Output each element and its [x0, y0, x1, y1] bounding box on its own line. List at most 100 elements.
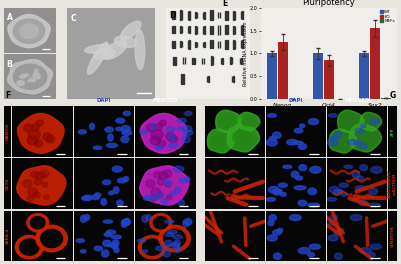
- Bar: [359, 54, 369, 99]
- Text: MERGED: MERGED: [344, 98, 370, 103]
- Polygon shape: [30, 217, 45, 229]
- Polygon shape: [82, 196, 89, 200]
- Polygon shape: [28, 130, 40, 140]
- Polygon shape: [175, 248, 180, 253]
- Polygon shape: [122, 221, 127, 227]
- Polygon shape: [308, 188, 317, 195]
- Bar: [174, 11, 175, 19]
- Polygon shape: [25, 74, 29, 77]
- Polygon shape: [80, 250, 86, 253]
- Polygon shape: [159, 225, 190, 252]
- Polygon shape: [16, 235, 43, 259]
- Polygon shape: [87, 42, 108, 74]
- Polygon shape: [113, 187, 119, 194]
- Polygon shape: [27, 214, 49, 232]
- Polygon shape: [93, 49, 115, 59]
- Polygon shape: [182, 136, 190, 143]
- Bar: [172, 26, 173, 33]
- Polygon shape: [355, 186, 367, 190]
- Polygon shape: [116, 127, 122, 130]
- Text: AFP: AFP: [391, 128, 395, 136]
- Polygon shape: [350, 215, 362, 220]
- Polygon shape: [18, 114, 64, 153]
- Polygon shape: [183, 219, 192, 225]
- Polygon shape: [185, 111, 192, 116]
- Polygon shape: [76, 239, 84, 242]
- Bar: [189, 40, 190, 49]
- Bar: [242, 40, 243, 48]
- Polygon shape: [173, 242, 179, 249]
- Polygon shape: [154, 172, 161, 178]
- Polygon shape: [28, 188, 38, 196]
- Polygon shape: [299, 164, 306, 171]
- Polygon shape: [277, 228, 283, 232]
- Polygon shape: [330, 215, 337, 221]
- Polygon shape: [294, 186, 306, 190]
- Polygon shape: [151, 188, 160, 196]
- Polygon shape: [150, 196, 157, 201]
- Polygon shape: [273, 253, 282, 259]
- Polygon shape: [266, 139, 277, 146]
- Polygon shape: [356, 176, 363, 180]
- Polygon shape: [298, 144, 306, 149]
- Polygon shape: [84, 215, 89, 220]
- Bar: [227, 40, 228, 49]
- Polygon shape: [21, 74, 26, 78]
- Polygon shape: [13, 19, 45, 43]
- Text: VIMENTIN: VIMENTIN: [391, 225, 395, 247]
- Polygon shape: [120, 21, 141, 40]
- Polygon shape: [36, 77, 40, 79]
- Bar: [313, 54, 323, 99]
- Bar: [212, 11, 213, 20]
- Polygon shape: [216, 110, 242, 133]
- Polygon shape: [273, 132, 281, 138]
- Polygon shape: [146, 124, 156, 132]
- Polygon shape: [142, 250, 148, 253]
- Polygon shape: [105, 127, 113, 132]
- Bar: [242, 11, 243, 19]
- Polygon shape: [83, 195, 92, 200]
- Polygon shape: [20, 75, 25, 79]
- Polygon shape: [143, 196, 150, 200]
- Polygon shape: [109, 191, 114, 195]
- Polygon shape: [179, 178, 188, 183]
- Polygon shape: [310, 244, 320, 249]
- Bar: [181, 74, 182, 84]
- Polygon shape: [40, 170, 49, 177]
- Polygon shape: [227, 124, 259, 152]
- Polygon shape: [182, 126, 192, 132]
- Polygon shape: [8, 60, 53, 94]
- Bar: [175, 57, 176, 65]
- Bar: [227, 25, 228, 34]
- Polygon shape: [308, 119, 318, 125]
- Text: D: D: [169, 11, 176, 20]
- Polygon shape: [20, 24, 38, 38]
- Polygon shape: [338, 228, 344, 232]
- Text: E: E: [223, 0, 228, 8]
- Text: DAPI: DAPI: [97, 98, 111, 103]
- Polygon shape: [173, 235, 183, 239]
- Polygon shape: [124, 218, 130, 225]
- Polygon shape: [123, 111, 130, 116]
- Polygon shape: [138, 239, 146, 242]
- Polygon shape: [174, 240, 180, 246]
- Polygon shape: [162, 199, 168, 205]
- Polygon shape: [112, 166, 122, 172]
- Polygon shape: [354, 141, 364, 144]
- Polygon shape: [142, 215, 148, 222]
- Polygon shape: [334, 132, 342, 138]
- Polygon shape: [339, 183, 348, 187]
- Bar: [202, 58, 203, 64]
- Polygon shape: [165, 182, 171, 187]
- Polygon shape: [287, 139, 298, 145]
- Bar: [195, 12, 196, 18]
- Polygon shape: [157, 179, 165, 185]
- Polygon shape: [94, 193, 101, 197]
- Polygon shape: [183, 221, 188, 227]
- Bar: [183, 74, 184, 84]
- Polygon shape: [140, 130, 148, 134]
- Text: F: F: [5, 91, 10, 100]
- Polygon shape: [169, 135, 178, 143]
- Polygon shape: [93, 146, 102, 149]
- Title: Pluripotency: Pluripotency: [302, 0, 355, 7]
